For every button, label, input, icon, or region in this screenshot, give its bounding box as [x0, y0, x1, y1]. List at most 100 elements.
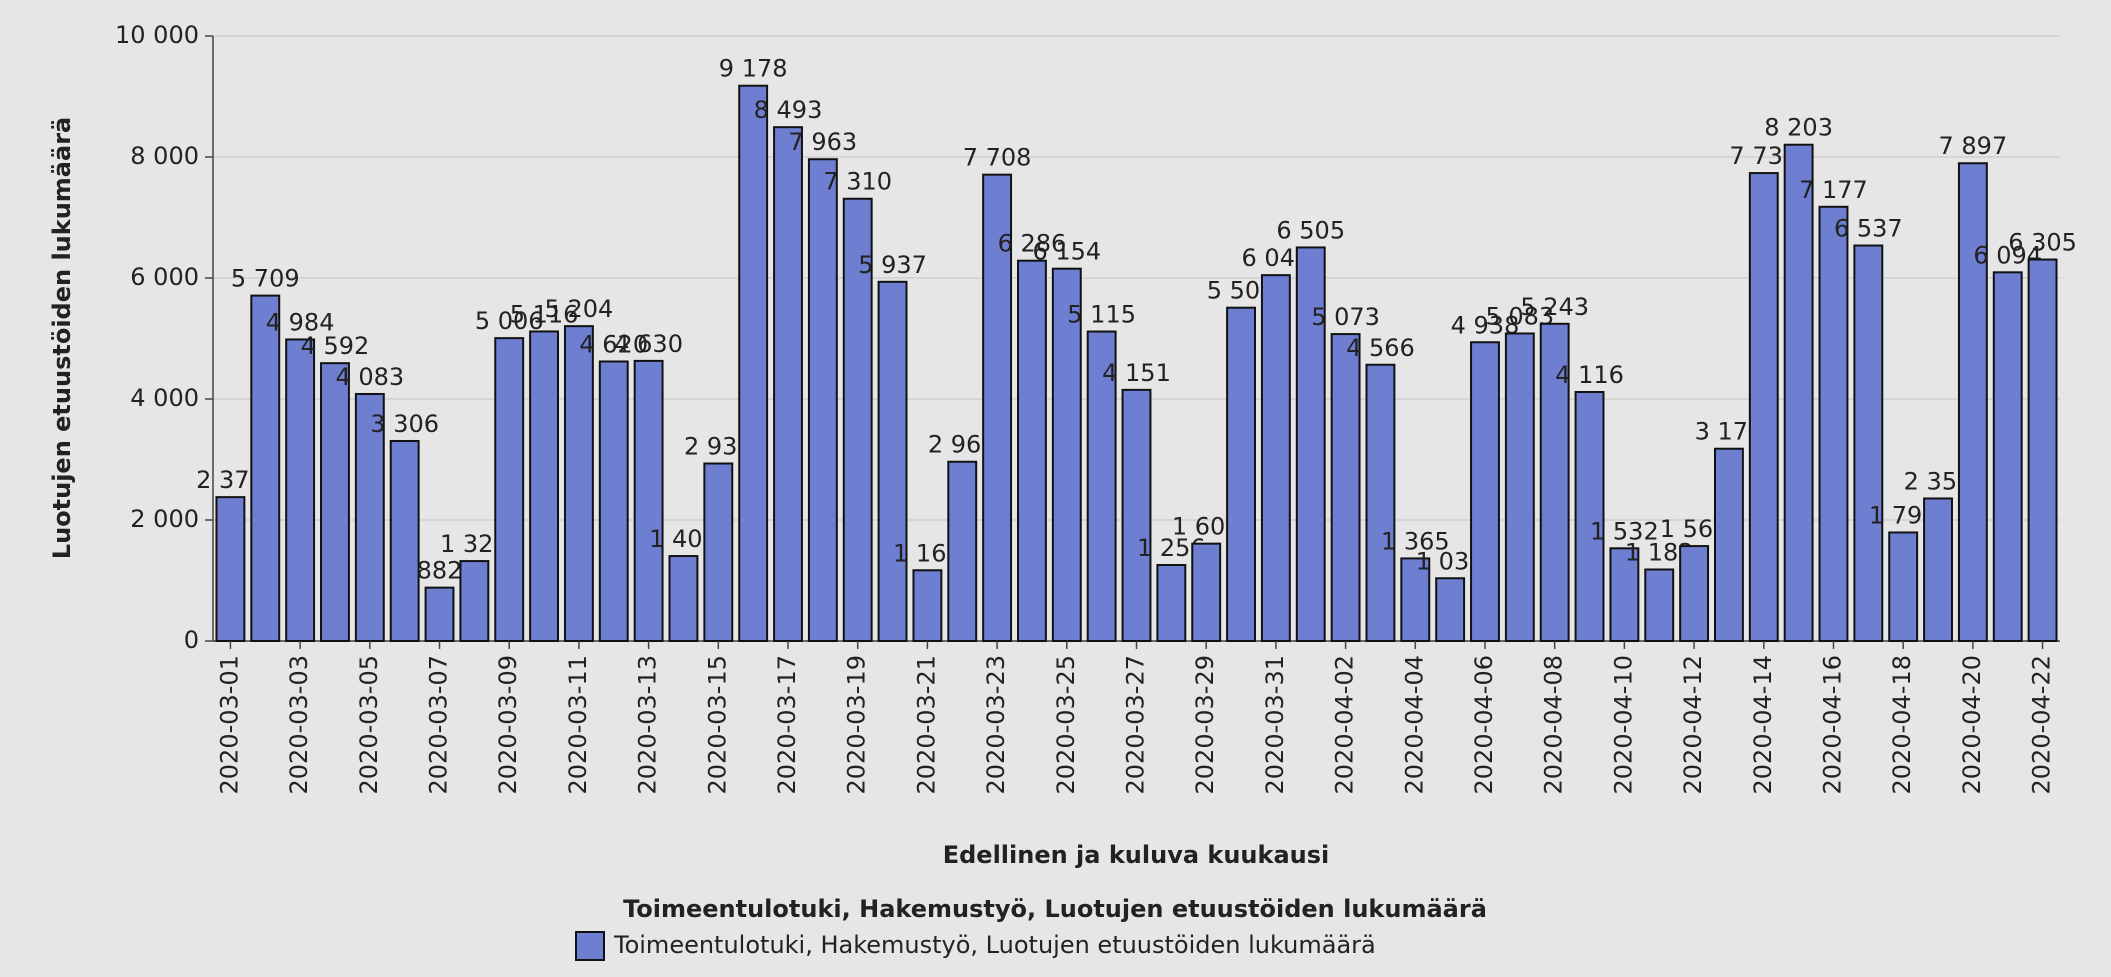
bar [598, 360, 629, 642]
bar [1713, 447, 1744, 642]
legend-title: Toimeentulotuki, Hakemustyö, Luotujen et… [623, 895, 1487, 923]
bar [1888, 531, 1919, 643]
x-tick-label: 2020-04-10 [1609, 655, 1637, 794]
data-label: 4 116 [1555, 361, 1624, 389]
x-tick-label: 2020-03-07 [425, 655, 453, 794]
x-tick-label: 2020-04-22 [2028, 655, 2056, 794]
bar [1992, 271, 2023, 642]
data-label: 4 592 [301, 332, 370, 360]
x-tick-label: 2020-03-05 [355, 655, 383, 794]
data-label: 4 083 [335, 363, 404, 391]
x-tick-label: 2020-04-14 [1749, 655, 1777, 794]
y-tick-label: 6 000 [130, 263, 199, 291]
x-tick-label: 2020-03-09 [494, 655, 522, 794]
bar [877, 280, 908, 642]
legend-label: Toimeentulotuki, Hakemustyö, Luotujen et… [613, 931, 1376, 959]
y-tick-label: 2 000 [130, 505, 199, 533]
data-label: 7 310 [823, 168, 892, 196]
x-tick-label: 2020-03-19 [843, 655, 871, 794]
data-label: 7 963 [788, 128, 857, 156]
bar [773, 126, 803, 642]
y-axis-title: Luotujen etuustöiden lukumäärä [48, 117, 76, 559]
data-label: 4 151 [1102, 359, 1171, 387]
bar [947, 460, 978, 642]
x-axis-title: Edellinen ja kuluva kuukausi [943, 841, 1330, 869]
data-label: 6 537 [1834, 215, 1903, 243]
bar [1295, 246, 1326, 642]
data-label: 1 365 [1381, 527, 1450, 555]
bar [1435, 577, 1466, 642]
bar [459, 560, 490, 643]
data-label: 9 178 [719, 55, 788, 83]
data-label: 4 630 [614, 330, 683, 358]
x-tick-label: 2020-04-16 [1818, 655, 1846, 794]
bar [633, 359, 664, 642]
data-label: 5 243 [1520, 293, 1589, 321]
data-label: 1 532 [1590, 517, 1659, 545]
data-label: 882 [417, 557, 463, 585]
data-label: 3 306 [370, 410, 439, 438]
bar [494, 337, 525, 642]
x-tick-label: 2020-03-01 [215, 655, 243, 794]
data-label: 5 115 [1067, 301, 1136, 329]
bar [563, 325, 594, 642]
bar [2027, 258, 2058, 642]
data-label: 8 493 [754, 96, 823, 124]
bar [250, 294, 281, 642]
bar [1470, 341, 1500, 642]
data-label: 7 177 [1799, 176, 1868, 204]
x-tick-label: 2020-03-13 [634, 655, 662, 794]
data-label: 6 154 [1032, 238, 1101, 266]
bar [1086, 330, 1117, 642]
bar [1260, 274, 1291, 642]
bar [1853, 244, 1884, 642]
bar [529, 330, 560, 642]
x-tick-label: 2020-04-04 [1400, 655, 1428, 794]
data-label: 4 566 [1346, 334, 1415, 362]
x-tick-label: 2020-04-12 [1679, 655, 1707, 794]
bar [424, 586, 455, 642]
x-tick-label: 2020-03-29 [1191, 655, 1219, 794]
x-tick-label: 2020-03-11 [564, 655, 592, 794]
x-tick-label: 2020-03-27 [1122, 655, 1150, 794]
bar [1818, 205, 1849, 642]
data-label: 6 305 [2008, 229, 2077, 257]
bar [738, 84, 769, 642]
bar [1051, 267, 1082, 642]
data-label: 6 505 [1276, 216, 1345, 244]
bar [1156, 564, 1187, 643]
bar [1226, 306, 1256, 642]
legend-swatch [575, 931, 605, 961]
data-label: 5 709 [231, 265, 300, 293]
data-label: 5 006 [475, 307, 544, 335]
y-tick-label: 8 000 [130, 142, 199, 170]
x-tick-label: 2020-03-21 [912, 655, 940, 794]
data-label: 5 116 [510, 300, 579, 328]
bar [389, 439, 420, 642]
bar [1121, 388, 1152, 642]
bar [215, 496, 246, 643]
y-tick-label: 10 000 [115, 21, 199, 49]
bar [668, 555, 699, 642]
bar [1957, 162, 1988, 642]
bar [807, 158, 838, 642]
bar [320, 362, 350, 642]
bar [1191, 542, 1222, 643]
bar [912, 569, 943, 643]
data-label: 4 984 [266, 308, 335, 336]
x-tick-label: 2020-03-17 [773, 655, 801, 794]
bar [1574, 390, 1605, 642]
bar [1504, 332, 1535, 642]
bar [1923, 497, 1953, 642]
x-tick-label: 2020-04-08 [1540, 655, 1568, 794]
bar [703, 462, 734, 643]
x-tick-label: 2020-03-23 [982, 655, 1010, 794]
bar [354, 392, 385, 642]
data-label: 8 203 [1764, 114, 1833, 142]
bar [1330, 333, 1361, 642]
data-label: 7 708 [963, 144, 1032, 172]
x-tick-label: 2020-03-15 [703, 655, 731, 794]
data-label: 6 286 [998, 230, 1067, 258]
